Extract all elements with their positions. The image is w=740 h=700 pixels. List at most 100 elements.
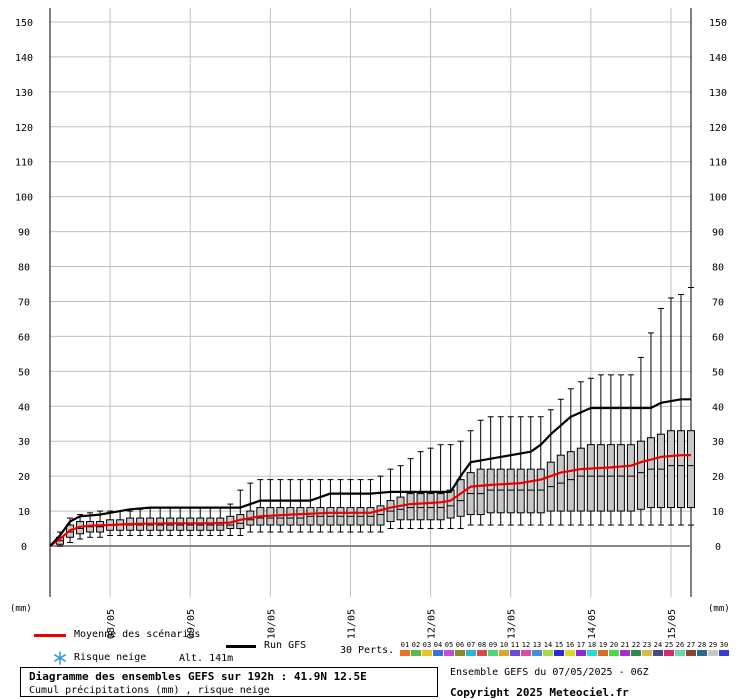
box-plot	[326, 479, 335, 533]
legend-snow-label: Risque neige	[74, 652, 147, 663]
box-plot	[546, 409, 555, 526]
y-tick-label-left: 90	[18, 228, 30, 239]
y-axis-label-right: (mm)	[708, 604, 730, 614]
box-plot	[526, 416, 535, 526]
run-info: Ensemble GEFS du 07/05/2025 - 06Z	[450, 667, 649, 678]
perturbation-label: 20	[609, 641, 619, 649]
box-plot	[676, 293, 685, 526]
box-plot	[176, 507, 185, 537]
box-body	[596, 444, 605, 512]
box-plot	[426, 447, 435, 530]
box-plot	[96, 510, 105, 538]
perturbation-swatch	[653, 650, 663, 656]
y-axis-label-left: (mm)	[10, 604, 32, 614]
box-plot	[476, 419, 485, 526]
box-plot	[606, 374, 615, 526]
perturbation-label: 14	[543, 641, 553, 649]
perturbation-swatch	[400, 650, 410, 656]
box-plot	[687, 286, 695, 526]
box-plot	[436, 444, 445, 530]
x-tick-label: 10/05	[266, 609, 277, 639]
y-tick-label-right: 140	[709, 53, 727, 64]
y-tick-label-left: 80	[18, 263, 30, 274]
perturbation-swatch	[609, 650, 619, 656]
box-body	[516, 468, 525, 514]
y-tick-label-right: 30	[712, 437, 724, 448]
y-tick-label-left: 130	[15, 88, 33, 99]
perturbation-swatch	[686, 650, 696, 656]
perturbation-label: 07	[466, 641, 476, 649]
perturbation-swatch	[620, 650, 630, 656]
box-plot	[156, 507, 165, 537]
box-body	[606, 444, 615, 512]
box-plot	[646, 332, 655, 526]
box-plot	[256, 479, 265, 533]
box-body	[687, 430, 695, 509]
x-tick-label: 15/05	[667, 609, 678, 639]
box-body	[396, 496, 405, 521]
perturbation-swatch	[719, 650, 729, 656]
y-tick-label-left: 30	[18, 437, 30, 448]
x-tick-label: 11/05	[346, 609, 357, 639]
box-plot	[136, 508, 145, 537]
y-tick-label-right: 120	[709, 123, 727, 134]
perturbation-swatch	[675, 650, 685, 656]
perturbation-label: 17	[576, 641, 586, 649]
y-tick-label-right: 90	[712, 228, 724, 239]
x-tick-label: 14/05	[587, 609, 598, 639]
y-tick-label-right: 50	[712, 367, 724, 378]
box-body	[646, 437, 655, 509]
y-tick-label-right: 20	[712, 472, 724, 483]
perturbation-swatch	[708, 650, 718, 656]
series-lines	[49, 398, 691, 547]
box-body	[456, 479, 465, 517]
y-tick-label-right: 150	[709, 18, 727, 29]
x-tick-label: 08/05	[106, 609, 117, 639]
perturbation-swatch	[576, 650, 586, 656]
perturbation-label: 08	[477, 641, 487, 649]
perturbation-label: 02	[411, 641, 421, 649]
box-body	[616, 444, 625, 512]
legend-mean-label: Moyenne des scénarios	[74, 629, 201, 640]
y-tick-label-right: 70	[712, 297, 724, 308]
y-tick-label-left: 20	[18, 472, 30, 483]
y-tick-label-right: 10	[712, 507, 724, 518]
y-tick-label-left: 110	[15, 158, 33, 169]
legend-gfs-swatch	[226, 645, 256, 648]
x-tick-label: 12/05	[427, 609, 438, 639]
box-plot	[616, 374, 625, 526]
box-plot	[336, 479, 345, 533]
perturbation-label: 10	[499, 641, 509, 649]
perturbation-legend: 01 02 03 04 05 06 07 08 09 10 11 12 13 14 15 16 17 18 19 20…	[400, 641, 730, 659]
perturbation-label: 25	[664, 641, 674, 649]
perturbation-swatch	[488, 650, 498, 656]
box-plot	[316, 479, 325, 533]
perturbation-label: 26	[675, 641, 685, 649]
y-tick-label-left: 120	[15, 123, 33, 134]
y-tick-label-left: 40	[18, 402, 30, 413]
box-plot	[106, 510, 115, 537]
axis-labels: 0 0 10 10 20 20 30 30 40 40 50 50 60 60 70 70 80 80 90 90 10…	[10, 18, 730, 639]
perturbation-label: 06	[455, 641, 465, 649]
y-tick-label-left: 70	[18, 297, 30, 308]
perturbation-swatch	[521, 650, 531, 656]
y-tick-label-right: 100	[709, 193, 727, 204]
legend-perts-label: 30 Perts.	[340, 645, 395, 656]
legend-mean-swatch	[34, 634, 66, 637]
box-body	[436, 493, 445, 521]
box-plot	[306, 479, 315, 533]
perturbation-label: 23	[642, 641, 652, 649]
box-plot	[146, 507, 155, 537]
box-plot	[346, 479, 355, 533]
box-plot	[636, 356, 645, 526]
gfs-line	[49, 398, 691, 547]
copyright: Copyright 2025 Meteociel.fr	[450, 686, 629, 699]
box-body	[656, 433, 665, 509]
perturbation-label: 12	[521, 641, 531, 649]
y-tick-label-right: 80	[712, 263, 724, 274]
y-tick-label-right: 60	[712, 332, 724, 343]
perturbation-swatch	[565, 650, 575, 656]
perturbation-swatch	[433, 650, 443, 656]
y-tick-label-left: 50	[18, 367, 30, 378]
